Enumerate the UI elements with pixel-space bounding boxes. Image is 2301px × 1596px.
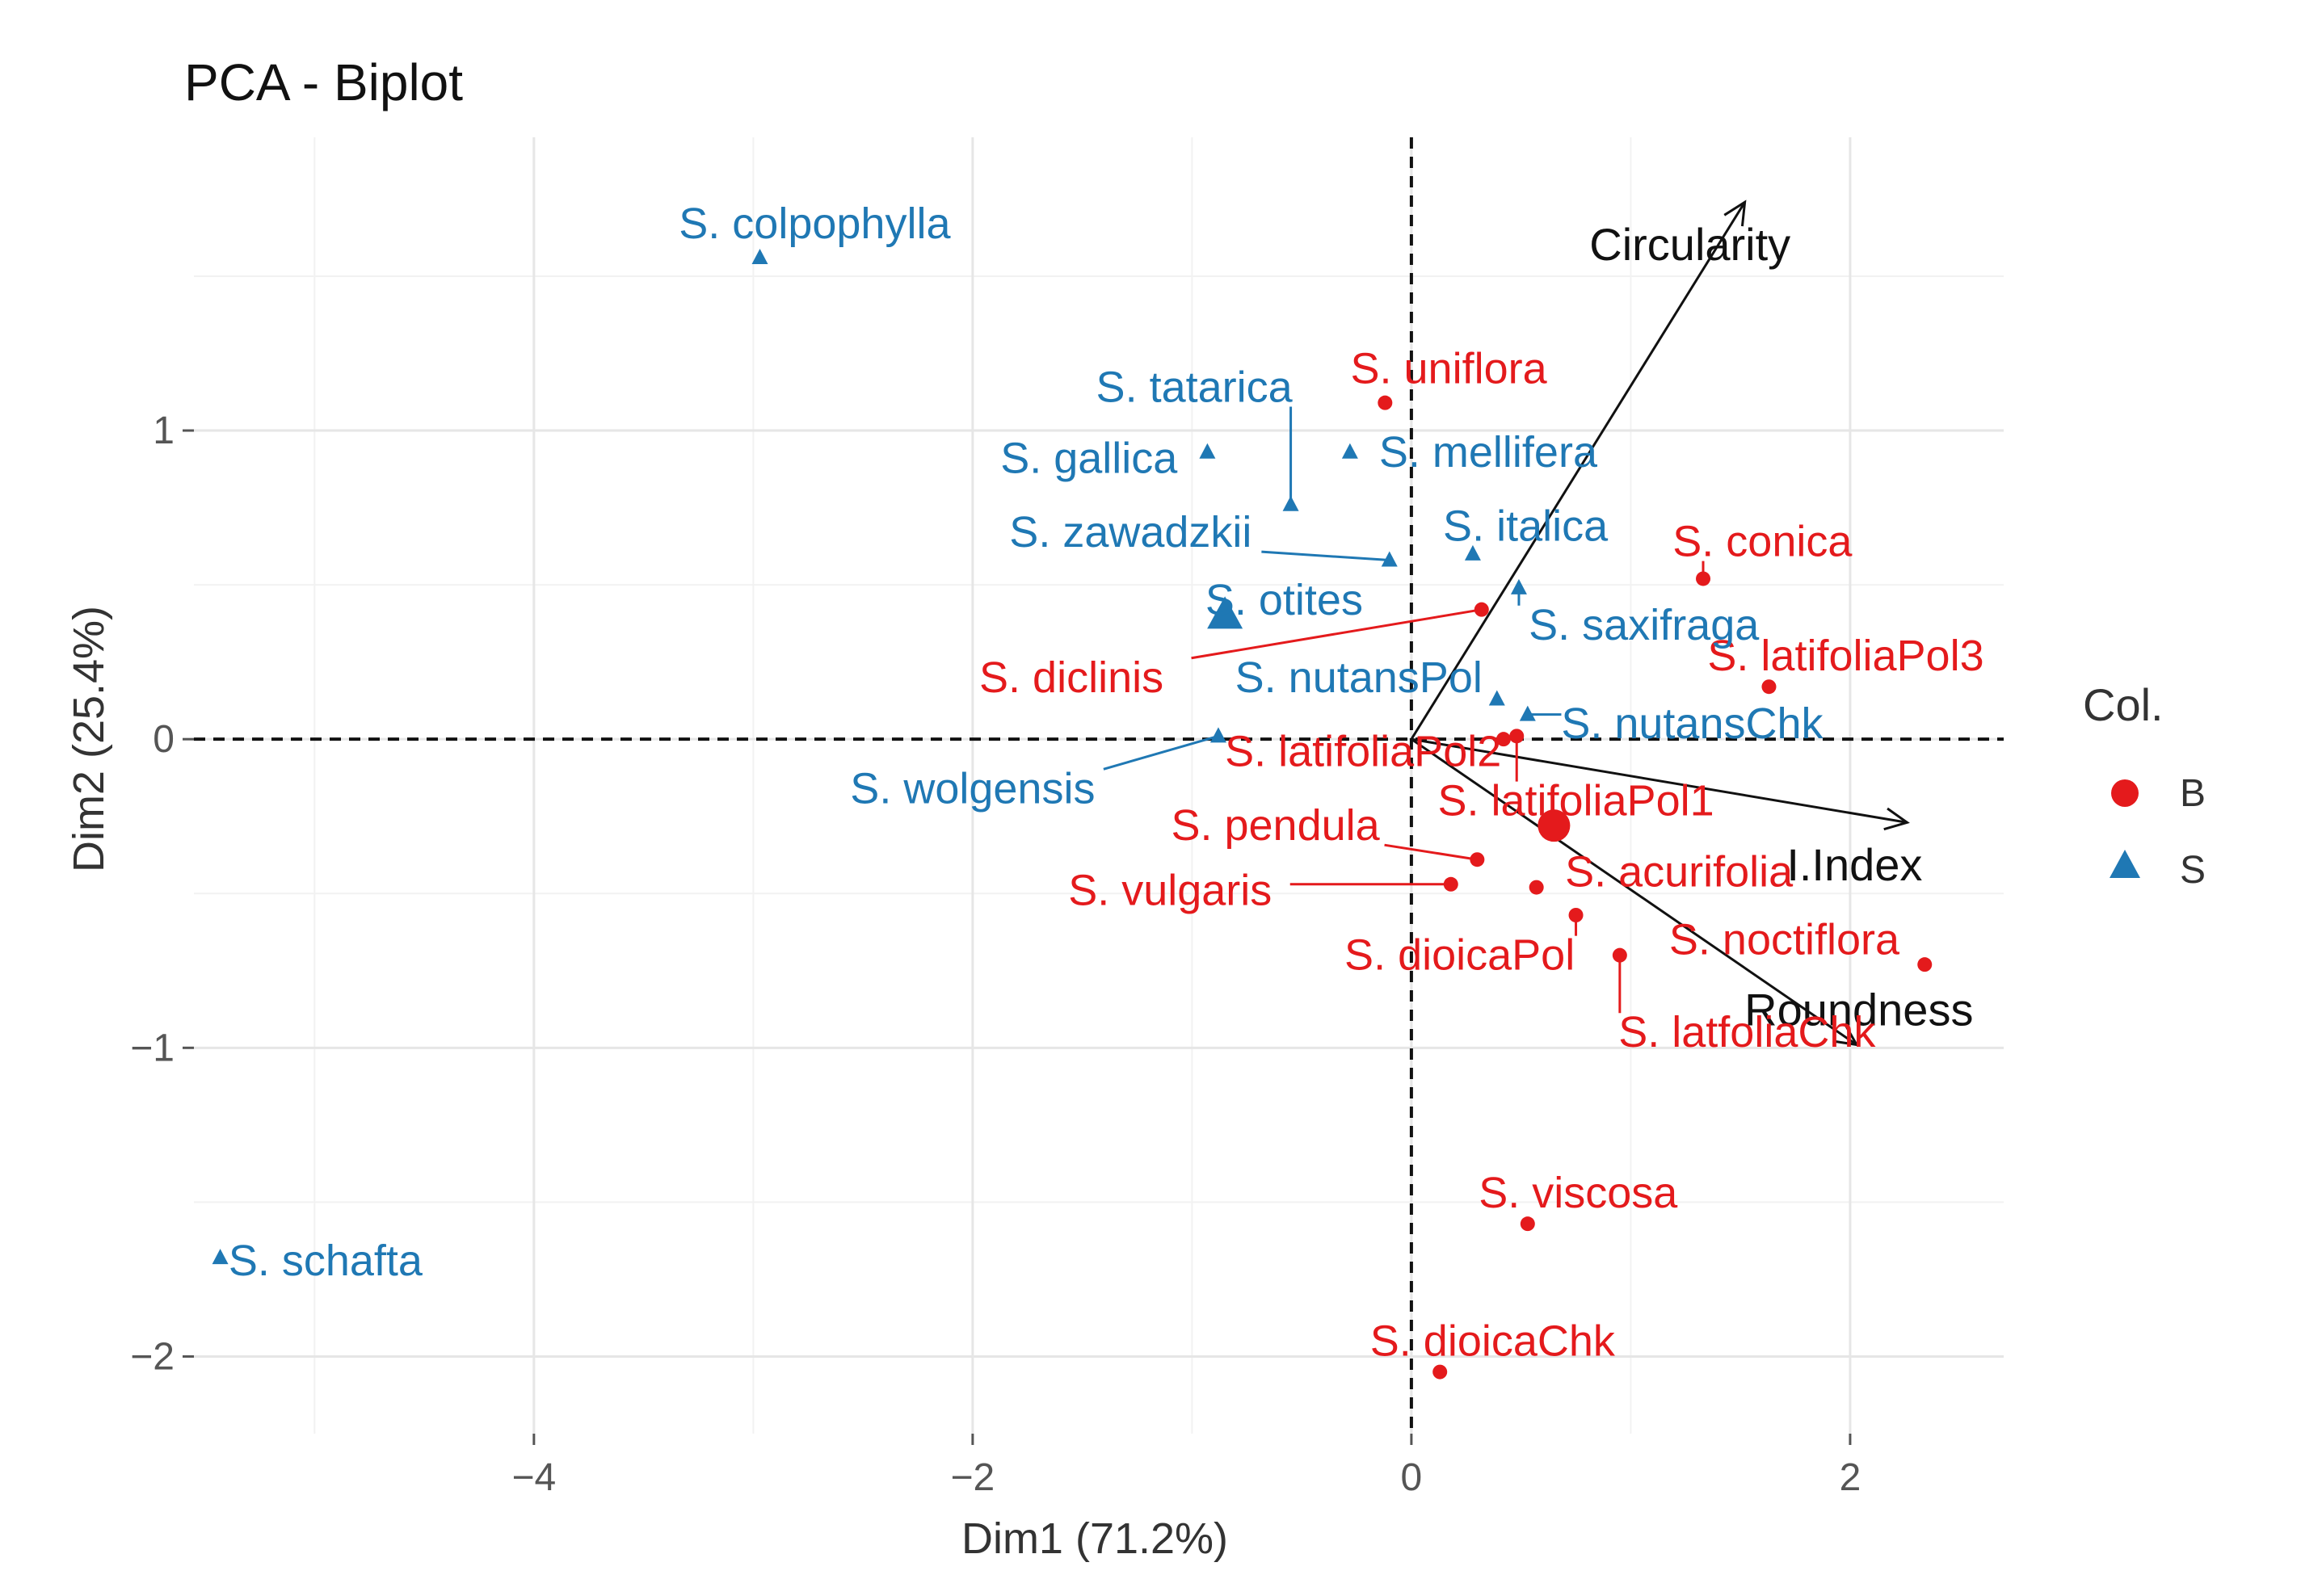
data-point-s bbox=[1199, 443, 1216, 459]
label-leader-line bbox=[1103, 734, 1219, 771]
data-point-label: S. mellifera bbox=[1379, 428, 1598, 477]
point-labels: S. uniflora S. conica S. latifoliaPol3 S. d… bbox=[229, 200, 1984, 1365]
legend-label-b: B bbox=[2180, 772, 2206, 815]
data-point-label: S. noctiflora bbox=[1669, 916, 1900, 964]
variable-arrows: Circularity I.Index Roundness bbox=[1410, 200, 1973, 1047]
variable-arrow bbox=[1411, 737, 1857, 1046]
data-point-s bbox=[1488, 690, 1505, 706]
data-point-s bbox=[1519, 705, 1536, 721]
data-point-label: S. latifoliaPol2 bbox=[1225, 727, 1501, 775]
data-point-label: S. conica bbox=[1672, 518, 1853, 566]
legend-key-b bbox=[2111, 779, 2139, 807]
variable-arrowhead bbox=[1883, 807, 1910, 831]
data-point-s bbox=[1341, 443, 1358, 459]
data-point-s bbox=[1282, 495, 1299, 511]
data-point-b bbox=[1378, 395, 1393, 410]
data-point-b bbox=[1520, 1216, 1535, 1232]
data-point-label: S. wolgensis bbox=[850, 764, 1095, 813]
data-point-b bbox=[1568, 908, 1584, 922]
data-point-s bbox=[1209, 727, 1226, 743]
data-point-label: S. latifoliaPol3 bbox=[1707, 632, 1983, 680]
group-centroid-s bbox=[1207, 596, 1243, 629]
data-point-label: S. nutansPol bbox=[1235, 653, 1483, 702]
chart-title: PCA - Biplot bbox=[184, 53, 463, 111]
x-tick-label: −4 bbox=[511, 1456, 556, 1499]
group-centroid-b bbox=[1538, 809, 1571, 842]
data-point-s bbox=[212, 1249, 229, 1265]
data-point-b bbox=[1696, 571, 1711, 586]
variable-label: Circularity bbox=[1589, 219, 1790, 270]
data-point-b bbox=[1474, 602, 1489, 617]
variable-label: Roundness bbox=[1744, 984, 1973, 1035]
data-point-label: S. acurifolia bbox=[1565, 848, 1794, 897]
legend-label-s: S bbox=[2180, 849, 2206, 892]
axis-ticks: −4 −2 0 2 1 0 −1 −2 bbox=[130, 410, 1861, 1499]
data-point-label: S. dioicaChk bbox=[1370, 1317, 1616, 1365]
data-point-label: S. zawadzkii bbox=[1009, 508, 1251, 556]
y-tick-label: −1 bbox=[130, 1027, 175, 1069]
data-point-label: S. gallica bbox=[1000, 434, 1178, 482]
legend-title: Col. bbox=[2083, 679, 2164, 730]
y-axis-title: Dim2 (25.4%) bbox=[65, 606, 113, 872]
data-point-b bbox=[1470, 852, 1485, 867]
data-point-b bbox=[1612, 947, 1627, 963]
data-point-label: S. uniflora bbox=[1350, 345, 1547, 393]
legend: Col. B S bbox=[2083, 679, 2206, 892]
variable-arrowhead bbox=[1723, 200, 1747, 227]
variable-arrowhead bbox=[1832, 1023, 1859, 1047]
label-leader-line bbox=[1261, 550, 1390, 562]
data-point-b bbox=[1917, 957, 1933, 972]
data-point-label: S. otites bbox=[1205, 576, 1363, 624]
label-leader-line bbox=[1191, 608, 1483, 660]
data-point-b bbox=[1509, 729, 1525, 744]
legend-key-s bbox=[2110, 850, 2140, 878]
data-point-label: S. viscosa bbox=[1479, 1169, 1678, 1217]
x-tick-label: 2 bbox=[1840, 1456, 1861, 1499]
data-point-s bbox=[1464, 544, 1481, 561]
data-point-label: S. pendula bbox=[1171, 801, 1380, 850]
y-tick-label: 1 bbox=[153, 410, 175, 452]
reference-lines bbox=[194, 137, 2004, 1434]
y-tick-label: −2 bbox=[130, 1335, 175, 1378]
data-point-label: S. diclinis bbox=[979, 653, 1163, 702]
data-point-label: S. dioicaPol bbox=[1344, 931, 1575, 980]
data-point-b bbox=[1432, 1364, 1448, 1380]
y-tick-label: 0 bbox=[153, 718, 175, 761]
data-point-s bbox=[751, 249, 768, 265]
variable-label: I.Index bbox=[1786, 839, 1922, 890]
data-points bbox=[212, 249, 1933, 1380]
variable-arrow bbox=[1410, 201, 1746, 740]
data-point-label: S. latfoliaChk bbox=[1618, 1008, 1876, 1056]
data-point-b bbox=[1529, 880, 1544, 895]
variable-arrow bbox=[1411, 737, 1908, 824]
data-point-label: S. schafta bbox=[229, 1237, 423, 1285]
data-point-label: S. vulgaris bbox=[1068, 866, 1272, 914]
data-point-label: S. latifoliaPol1 bbox=[1437, 777, 1714, 825]
data-point-label: S. tatarica bbox=[1096, 363, 1294, 412]
data-point-s bbox=[1381, 551, 1398, 567]
data-point-label: S. nutansChk bbox=[1561, 699, 1824, 748]
data-point-b bbox=[1495, 732, 1511, 747]
x-axis-title: Dim1 (71.2%) bbox=[961, 1514, 1228, 1563]
label-leader-line bbox=[1384, 843, 1478, 861]
data-point-label: S. italica bbox=[1443, 502, 1609, 551]
x-tick-label: 0 bbox=[1401, 1456, 1423, 1499]
x-tick-label: −2 bbox=[951, 1456, 995, 1499]
data-point-b bbox=[1443, 876, 1458, 892]
data-point-label: S. colpophylla bbox=[679, 200, 951, 248]
data-point-s bbox=[1510, 578, 1527, 594]
data-point-b bbox=[1761, 679, 1777, 695]
data-point-label: S. saxifraga bbox=[1529, 601, 1760, 649]
